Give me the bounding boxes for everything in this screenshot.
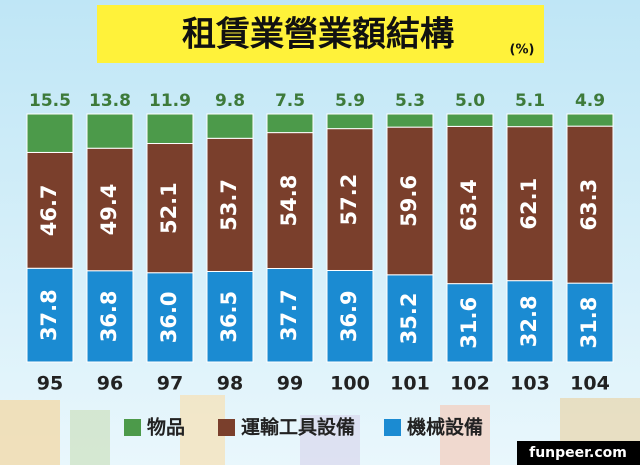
bar-segment bbox=[446, 283, 494, 363]
bar-segment bbox=[566, 125, 614, 284]
bar-segment bbox=[206, 270, 254, 363]
bar-segment bbox=[26, 151, 74, 269]
legend-label: 運輸工具設備 bbox=[241, 416, 355, 439]
value-label: 36.9 bbox=[337, 290, 361, 342]
x-tick-label: 95 bbox=[37, 373, 63, 395]
watermark-box bbox=[517, 441, 640, 465]
x-tick-label: 100 bbox=[330, 373, 370, 395]
x-tick-label: 103 bbox=[510, 373, 550, 395]
value-label: 5.1 bbox=[515, 91, 545, 111]
value-label: 49.4 bbox=[97, 184, 121, 236]
x-tick-label: 104 bbox=[570, 373, 610, 395]
city-decoration bbox=[0, 395, 640, 465]
value-label: 36.8 bbox=[97, 290, 121, 342]
value-label: 9.8 bbox=[215, 91, 245, 111]
chart-subtitle: (%) bbox=[510, 43, 535, 58]
value-label: 59.6 bbox=[397, 175, 421, 227]
value-label: 54.8 bbox=[277, 175, 301, 227]
bar-segment bbox=[386, 126, 434, 276]
bar-segment bbox=[386, 113, 434, 128]
bar-segment bbox=[26, 267, 74, 363]
value-label: 5.0 bbox=[455, 91, 485, 111]
value-label: 13.8 bbox=[89, 91, 131, 111]
value-label: 5.9 bbox=[335, 91, 365, 111]
bar-segment bbox=[386, 274, 434, 363]
bar-segment bbox=[506, 280, 554, 363]
bar-segment bbox=[146, 143, 194, 274]
value-label: 35.2 bbox=[397, 292, 421, 344]
value-label: 36.5 bbox=[217, 291, 241, 343]
bar-segment bbox=[86, 113, 134, 149]
bar-segment bbox=[326, 113, 374, 130]
value-label: 53.7 bbox=[217, 179, 241, 231]
bar-segment bbox=[446, 125, 494, 285]
bar-segment bbox=[26, 113, 74, 153]
x-tick-label: 99 bbox=[277, 373, 303, 395]
bar-segment bbox=[206, 137, 254, 272]
bar-segment bbox=[266, 113, 314, 134]
value-label: 7.5 bbox=[275, 91, 305, 111]
value-label: 31.6 bbox=[457, 297, 481, 349]
x-tick-label: 102 bbox=[450, 373, 490, 395]
value-label: 4.9 bbox=[575, 91, 605, 111]
value-label: 11.9 bbox=[149, 91, 191, 111]
bar-segment bbox=[86, 147, 134, 272]
bar-segment bbox=[146, 272, 194, 363]
legend-swatch bbox=[218, 419, 235, 436]
bar-segment bbox=[266, 268, 314, 363]
bar-segment bbox=[566, 113, 614, 127]
bar-segment bbox=[206, 113, 254, 139]
legend-swatch bbox=[124, 419, 141, 436]
legend-swatch bbox=[384, 419, 401, 436]
legend-label: 物品 bbox=[147, 416, 185, 439]
bar-segment bbox=[446, 113, 494, 127]
chart-title: 租賃業營業額結構 bbox=[182, 15, 454, 55]
legend-label: 機械設備 bbox=[407, 416, 483, 439]
value-label: 57.2 bbox=[337, 174, 361, 226]
x-tick-label: 98 bbox=[217, 373, 243, 395]
value-label: 62.1 bbox=[517, 178, 541, 230]
value-label: 37.8 bbox=[37, 289, 61, 341]
x-tick-label: 101 bbox=[390, 373, 430, 395]
value-label: 32.8 bbox=[517, 295, 541, 347]
bar-segment bbox=[326, 269, 374, 363]
bar-segment bbox=[326, 128, 374, 271]
value-label: 5.3 bbox=[395, 91, 425, 111]
value-label: 36.0 bbox=[157, 291, 181, 343]
value-label: 46.7 bbox=[37, 184, 61, 236]
value-label: 15.5 bbox=[29, 91, 71, 111]
value-label: 31.8 bbox=[577, 297, 601, 349]
title-banner bbox=[97, 5, 544, 63]
value-label: 63.4 bbox=[457, 179, 481, 231]
value-label: 37.7 bbox=[277, 289, 301, 341]
bar-segment bbox=[146, 113, 194, 145]
value-label: 63.3 bbox=[577, 179, 601, 231]
bar-segment bbox=[506, 113, 554, 128]
bar-segment bbox=[266, 132, 314, 270]
value-label: 52.1 bbox=[157, 182, 181, 234]
x-tick-label: 97 bbox=[157, 373, 183, 395]
bar-segment bbox=[86, 270, 134, 363]
x-tick-label: 96 bbox=[97, 373, 123, 395]
watermark: funpeer.com bbox=[529, 445, 627, 461]
